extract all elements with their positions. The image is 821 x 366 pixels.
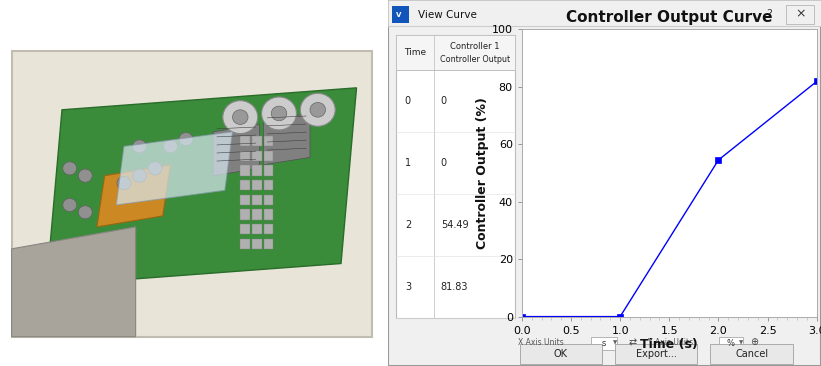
Text: Export...: Export... (635, 349, 677, 359)
Bar (241, 151, 250, 161)
Text: %: % (727, 339, 735, 348)
Bar (264, 151, 273, 161)
Bar (264, 239, 273, 249)
Text: ⊕: ⊕ (750, 337, 758, 347)
Text: 54.49: 54.49 (441, 220, 469, 230)
X-axis label: Time (s): Time (s) (640, 339, 698, 351)
Bar (787, 5, 814, 24)
Bar (710, 344, 793, 364)
Bar (397, 35, 516, 70)
Text: ⇄: ⇄ (628, 337, 636, 347)
Text: 2: 2 (405, 220, 411, 230)
Circle shape (78, 206, 92, 219)
Circle shape (179, 132, 193, 146)
Text: X Axis Units: X Axis Units (517, 338, 563, 347)
Bar (241, 180, 250, 190)
Bar (264, 136, 273, 146)
Bar (388, 0, 821, 26)
Circle shape (310, 102, 325, 117)
Bar (252, 136, 262, 146)
Text: OK: OK (554, 349, 568, 359)
Text: Controller Output: Controller Output (440, 55, 510, 64)
Circle shape (300, 93, 335, 126)
Text: Y Axis Units: Y Axis Units (648, 338, 693, 347)
Bar (719, 337, 743, 350)
Bar (252, 209, 262, 220)
Text: ×: × (795, 8, 805, 21)
Polygon shape (264, 113, 310, 165)
Bar (241, 209, 250, 220)
Polygon shape (213, 124, 259, 176)
Text: 0: 0 (405, 96, 411, 106)
Polygon shape (11, 227, 135, 337)
Circle shape (132, 140, 146, 153)
Text: 0: 0 (441, 96, 447, 106)
Text: View Curve: View Curve (418, 10, 477, 20)
Polygon shape (117, 132, 232, 205)
Title: Controller Output Curve: Controller Output Curve (566, 10, 773, 25)
Text: ▼: ▼ (739, 341, 743, 346)
Bar (252, 180, 262, 190)
Bar (252, 239, 262, 249)
Circle shape (78, 169, 92, 182)
Bar (615, 344, 698, 364)
Text: V: V (396, 12, 401, 18)
Polygon shape (97, 165, 171, 227)
Polygon shape (47, 88, 356, 285)
Text: 1: 1 (405, 158, 411, 168)
Bar (264, 165, 273, 176)
Bar (252, 224, 262, 234)
Circle shape (222, 101, 258, 134)
Text: 81.83: 81.83 (441, 282, 468, 292)
Bar (392, 6, 409, 23)
Bar (264, 209, 273, 220)
Bar (264, 195, 273, 205)
Bar (252, 195, 262, 205)
Text: 0: 0 (441, 158, 447, 168)
Bar (241, 239, 250, 249)
Circle shape (117, 176, 131, 190)
Bar (591, 337, 617, 350)
Circle shape (163, 140, 177, 153)
Bar (241, 136, 250, 146)
Text: Cancel: Cancel (735, 349, 768, 359)
Bar (252, 165, 262, 176)
Bar (264, 224, 273, 234)
Circle shape (271, 106, 287, 121)
Y-axis label: Controller Output (%): Controller Output (%) (476, 97, 489, 249)
Bar (241, 195, 250, 205)
Text: Controller 1: Controller 1 (450, 42, 500, 51)
Bar (241, 165, 250, 176)
FancyBboxPatch shape (11, 51, 372, 337)
Bar (241, 224, 250, 234)
Bar (252, 151, 262, 161)
Circle shape (62, 198, 76, 212)
Text: ▼: ▼ (613, 341, 617, 346)
Bar (520, 344, 602, 364)
Circle shape (148, 162, 162, 175)
Circle shape (62, 162, 76, 175)
Circle shape (132, 169, 146, 182)
Text: Time: Time (404, 48, 426, 57)
Bar (264, 180, 273, 190)
Text: ?: ? (766, 9, 772, 19)
Text: s: s (602, 339, 607, 348)
Bar (397, 35, 516, 318)
Text: 3: 3 (405, 282, 411, 292)
Circle shape (232, 110, 248, 124)
Circle shape (262, 97, 296, 130)
